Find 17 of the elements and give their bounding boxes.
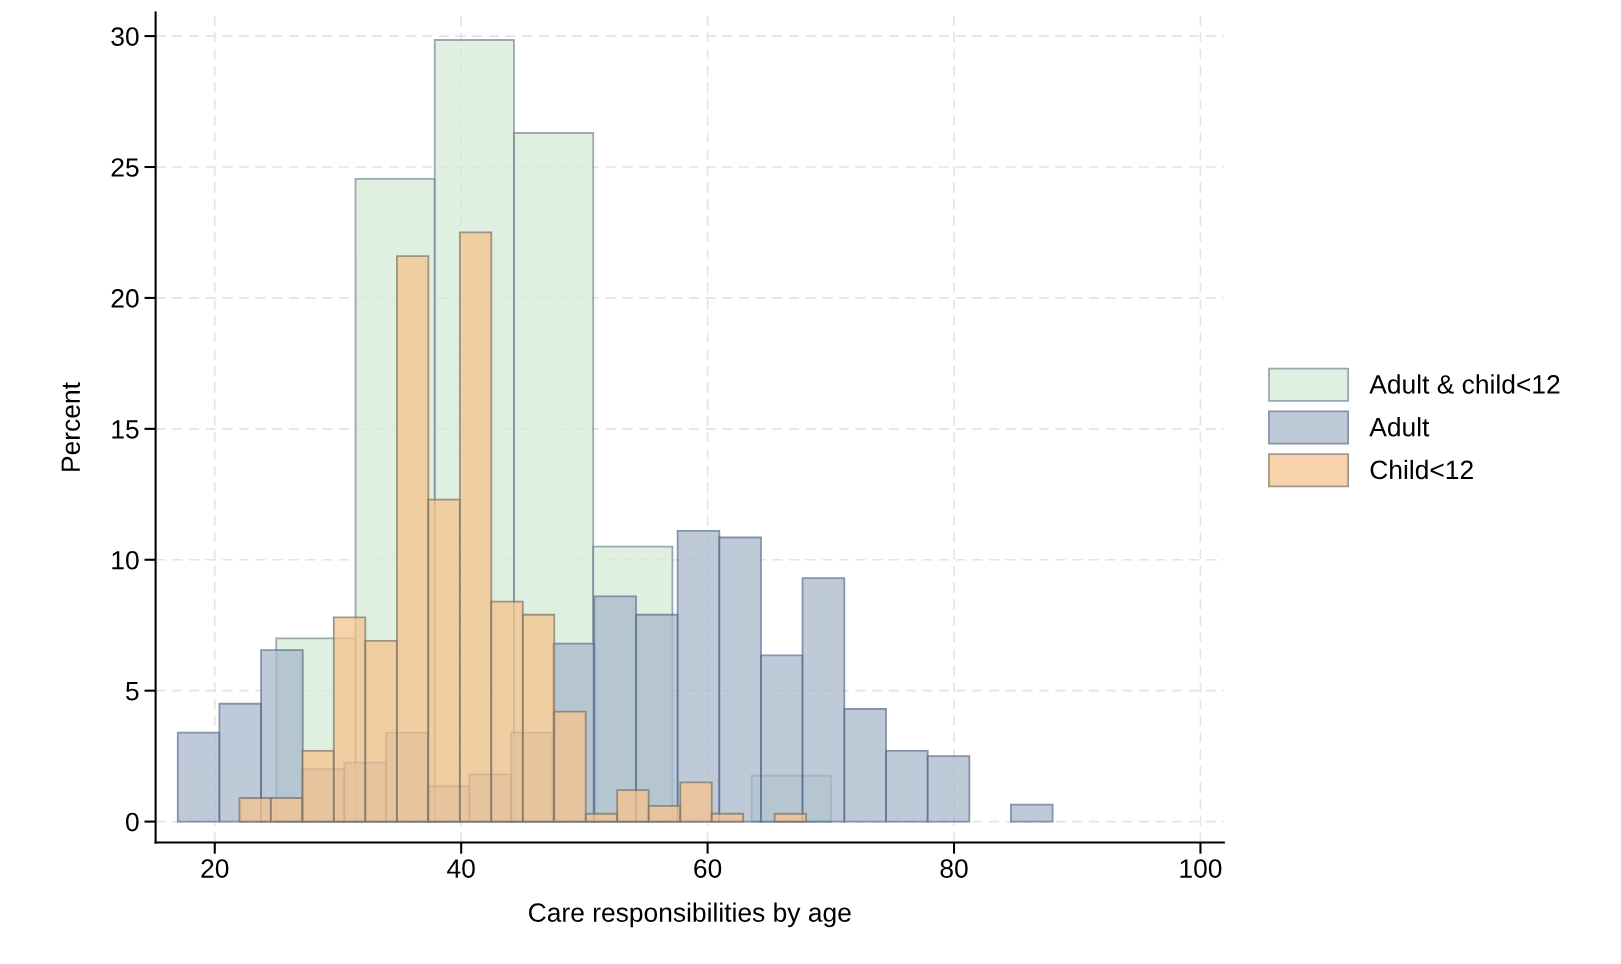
y-tick-label: 25 xyxy=(111,158,139,177)
y-axis-title: Percent xyxy=(61,382,81,471)
x-tick-label: 40 xyxy=(447,859,475,878)
y-tick-label: 30 xyxy=(111,27,139,46)
y-tick-label: 5 xyxy=(126,682,139,701)
x-axis-title: Care responsibilities by age xyxy=(529,902,851,928)
x-tick-label: 80 xyxy=(940,859,968,878)
x-tick-label: 100 xyxy=(1180,859,1222,878)
y-tick-label: 10 xyxy=(112,550,139,570)
y-tick-label: 20 xyxy=(111,289,139,308)
x-tick-label: 20 xyxy=(201,859,229,878)
x-tick-label: 60 xyxy=(694,859,722,878)
y-tick-label: 0 xyxy=(126,812,139,832)
legend-label: Adult & child<12 xyxy=(1369,374,1560,394)
y-tick-label: 15 xyxy=(112,420,139,439)
legend-label: Child<12 xyxy=(1370,459,1473,480)
legend-label: Adult xyxy=(1369,417,1430,437)
